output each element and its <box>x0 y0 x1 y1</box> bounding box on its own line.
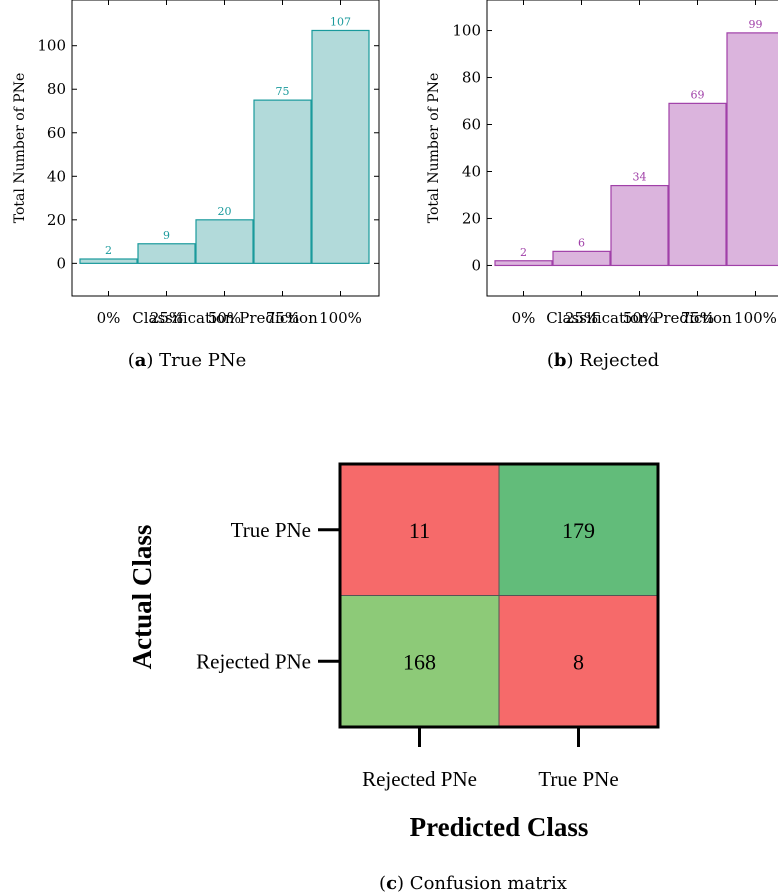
bar-value-label: 34 <box>633 171 647 184</box>
y-tick-label: Rejected PNe <box>196 649 311 673</box>
x-tick-label: 50% <box>623 309 656 327</box>
bar-value-label: 9 <box>163 229 170 242</box>
matrix-cell <box>339 463 500 596</box>
x-tick-label: 0% <box>97 309 121 327</box>
bar <box>494 260 553 267</box>
plot-frame <box>486 0 778 297</box>
x-axis-label: Predicted Class <box>410 812 589 842</box>
caption-letter: a <box>135 350 147 371</box>
y-tick-label: 60 <box>47 124 66 142</box>
bar <box>552 250 611 267</box>
matrix-cell-value: 11 <box>409 518 430 543</box>
caption-text: ) Confusion matrix <box>397 873 567 894</box>
ticks-group: 0% 25% 50% 75% 100% 0 20 40 60 80 100 <box>37 0 379 327</box>
caption-open: ( <box>547 350 554 371</box>
bar-value-label: 99 <box>749 18 763 31</box>
matrix-cell-value: 8 <box>573 649 584 674</box>
x-tick-label: Rejected PNe <box>362 767 477 791</box>
matrix-border <box>338 462 660 729</box>
x-tick-label: 75% <box>681 309 714 327</box>
bar-chart-rejected: 2 6 34 69 99 0% 25% 50% 75% 100% 0 20 40 60 80 100 Tot… <box>426 0 778 371</box>
matrix-cell <box>498 463 659 596</box>
y-tick-label: 100 <box>452 22 481 40</box>
x-tick-label: 75% <box>266 309 299 327</box>
y-tick-label: 40 <box>47 167 66 185</box>
bar-value-label: 69 <box>691 88 705 101</box>
panel-caption: (a) True PNe <box>128 350 247 371</box>
bar-value-label: 75 <box>276 85 290 98</box>
bar-chart-true-pne: 2 9 20 75 107 0% 25% 50% 75% 100% 0 20 40 60 80 100 To… <box>12 0 380 371</box>
y-axis-label: Total Number of PNe <box>426 73 442 224</box>
y-axis-label: Total Number of PNe <box>12 73 28 224</box>
bar-value-label: 2 <box>105 244 112 257</box>
bar-value-label: 107 <box>330 15 351 28</box>
x-tick-label: 50% <box>208 309 241 327</box>
y-axis-label: Actual Class <box>127 525 157 670</box>
bar <box>311 29 370 264</box>
bar <box>195 219 254 264</box>
caption-letter: c <box>386 873 397 894</box>
x-tick-label: 100% <box>734 309 777 327</box>
ticks-group: 0% 25% 50% 75% 100% 0 20 40 60 80 100 <box>452 0 777 327</box>
caption-letter: b <box>554 350 567 371</box>
matrix-cells: 11 179 168 8 <box>339 463 659 728</box>
caption-open: ( <box>379 873 386 894</box>
y-tick-label: 80 <box>462 69 481 87</box>
bar <box>253 99 312 264</box>
y-tick-label: 100 <box>37 37 66 55</box>
bar-value-label: 20 <box>218 205 232 218</box>
x-tick-label: 0% <box>512 309 536 327</box>
matrix-cell <box>339 595 500 728</box>
matrix-cell-value: 179 <box>562 518 595 543</box>
matrix-cell-value: 168 <box>403 649 436 674</box>
bar <box>610 184 669 267</box>
y-tick-label: 40 <box>462 162 481 180</box>
bars-group: 2 9 20 75 107 <box>79 15 370 264</box>
y-tick-label: 20 <box>47 211 66 229</box>
matrix-cell <box>498 595 659 728</box>
panel-caption: (c) Confusion matrix <box>379 873 567 894</box>
bar <box>726 32 778 267</box>
bar <box>668 102 727 267</box>
bars-group: 2 6 34 69 99 <box>494 18 778 267</box>
plot-frame <box>71 0 380 297</box>
y-tick-label: 60 <box>462 116 481 134</box>
x-tick-label: True PNe <box>538 767 618 791</box>
caption-text: ) True PNe <box>146 350 246 371</box>
bar <box>79 258 138 264</box>
bar-value-label: 2 <box>520 246 527 259</box>
caption-text: ) Rejected <box>566 350 659 371</box>
matrix-ticks: True PNe Rejected PNe Rejected PNe True PNe <box>196 518 619 791</box>
x-tick-label: 25% <box>565 309 598 327</box>
confusion-matrix: 11 179 168 8 True PNe Rejected PNe Rejected P… <box>127 462 660 894</box>
y-tick-label: 20 <box>462 209 481 227</box>
y-tick-label: True PNe <box>231 518 311 542</box>
x-tick-label: 100% <box>319 309 362 327</box>
x-axis-label: Classification Prediction <box>132 309 318 327</box>
y-tick-label: 80 <box>47 80 66 98</box>
x-tick-label: 25% <box>150 309 183 327</box>
bar <box>137 243 196 264</box>
y-tick-label: 0 <box>471 256 481 274</box>
bar-value-label: 6 <box>578 236 585 249</box>
x-axis-label: Classification Prediction <box>546 309 732 327</box>
caption-open: ( <box>128 350 135 371</box>
y-tick-label: 0 <box>56 254 66 272</box>
panel-caption: (b) Rejected <box>547 350 659 371</box>
